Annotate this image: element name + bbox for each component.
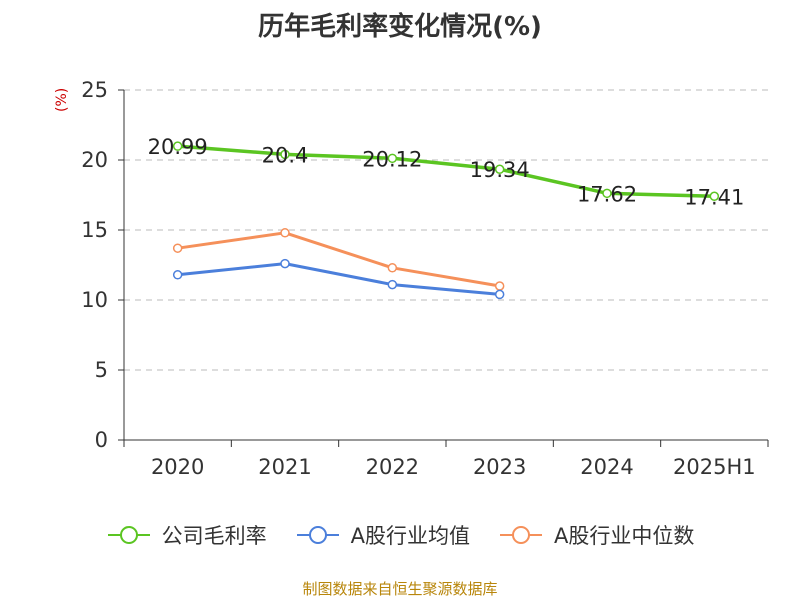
- legend-item-gross-margin[interactable]: 公司毛利率: [106, 520, 267, 550]
- legend: 公司毛利率 A股行业均值 A股行业中位数: [0, 520, 800, 550]
- y-tick-label: 25: [81, 78, 108, 102]
- series-point-0: [172, 141, 183, 151]
- legend-item-industry-median[interactable]: A股行业中位数: [498, 520, 694, 550]
- data-label: 17.41: [684, 185, 744, 209]
- series-point-0: [280, 149, 290, 160]
- series-line-2: [177, 231, 500, 288]
- series-point-2: [172, 243, 183, 253]
- x-tick-label: 2020: [151, 455, 204, 479]
- y-tick-label: 0: [95, 428, 108, 452]
- data-label: 17.62: [577, 182, 637, 206]
- y-tick-label: 15: [81, 218, 108, 242]
- series-line-0: [177, 144, 715, 199]
- series-point-0: [387, 153, 398, 164]
- legend-item-industry-average[interactable]: A股行业均值: [295, 520, 470, 550]
- series-point-0: [709, 191, 720, 202]
- legend-marker-gross-margin: [107, 526, 150, 544]
- x-tick-label: 2023: [473, 455, 526, 479]
- series-point-1: [280, 258, 290, 269]
- data-label: 20.99: [148, 135, 208, 159]
- chart-title: 历年毛利率变化情况(%): [258, 12, 542, 42]
- data-label: 20.12: [362, 147, 422, 171]
- legend-label-gross-margin: 公司毛利率: [161, 524, 267, 548]
- legend-marker-industry-median: [500, 526, 542, 544]
- legend-marker-industry-average: [296, 526, 339, 544]
- data-label: 20.4: [262, 143, 309, 167]
- y-tick-label: 10: [81, 288, 108, 312]
- x-tick-label: 2022: [366, 455, 419, 479]
- x-tick-label: 2024: [580, 455, 633, 479]
- y-tick-label: 20: [81, 148, 108, 172]
- x-tick-label: 2025H1: [673, 455, 756, 479]
- series-point-2: [387, 263, 398, 273]
- series-point-1: [494, 289, 505, 300]
- x-tick-label: 2021: [258, 455, 311, 479]
- data-label: 19.34: [470, 158, 530, 182]
- series-point-1: [387, 279, 398, 290]
- series-point-1: [172, 270, 183, 280]
- series-point-2: [494, 281, 505, 291]
- y-tick-label: 5: [95, 358, 108, 382]
- series-point-2: [280, 228, 290, 238]
- legend-label-industry-median: A股行业中位数: [554, 524, 695, 548]
- source-note: 制图数据来自恒生聚源数据库: [302, 580, 498, 598]
- series-point-0: [494, 164, 505, 174]
- legend-label-industry-average: A股行业均值: [350, 524, 470, 548]
- series-point-0: [602, 188, 612, 199]
- series-line-1: [177, 262, 500, 296]
